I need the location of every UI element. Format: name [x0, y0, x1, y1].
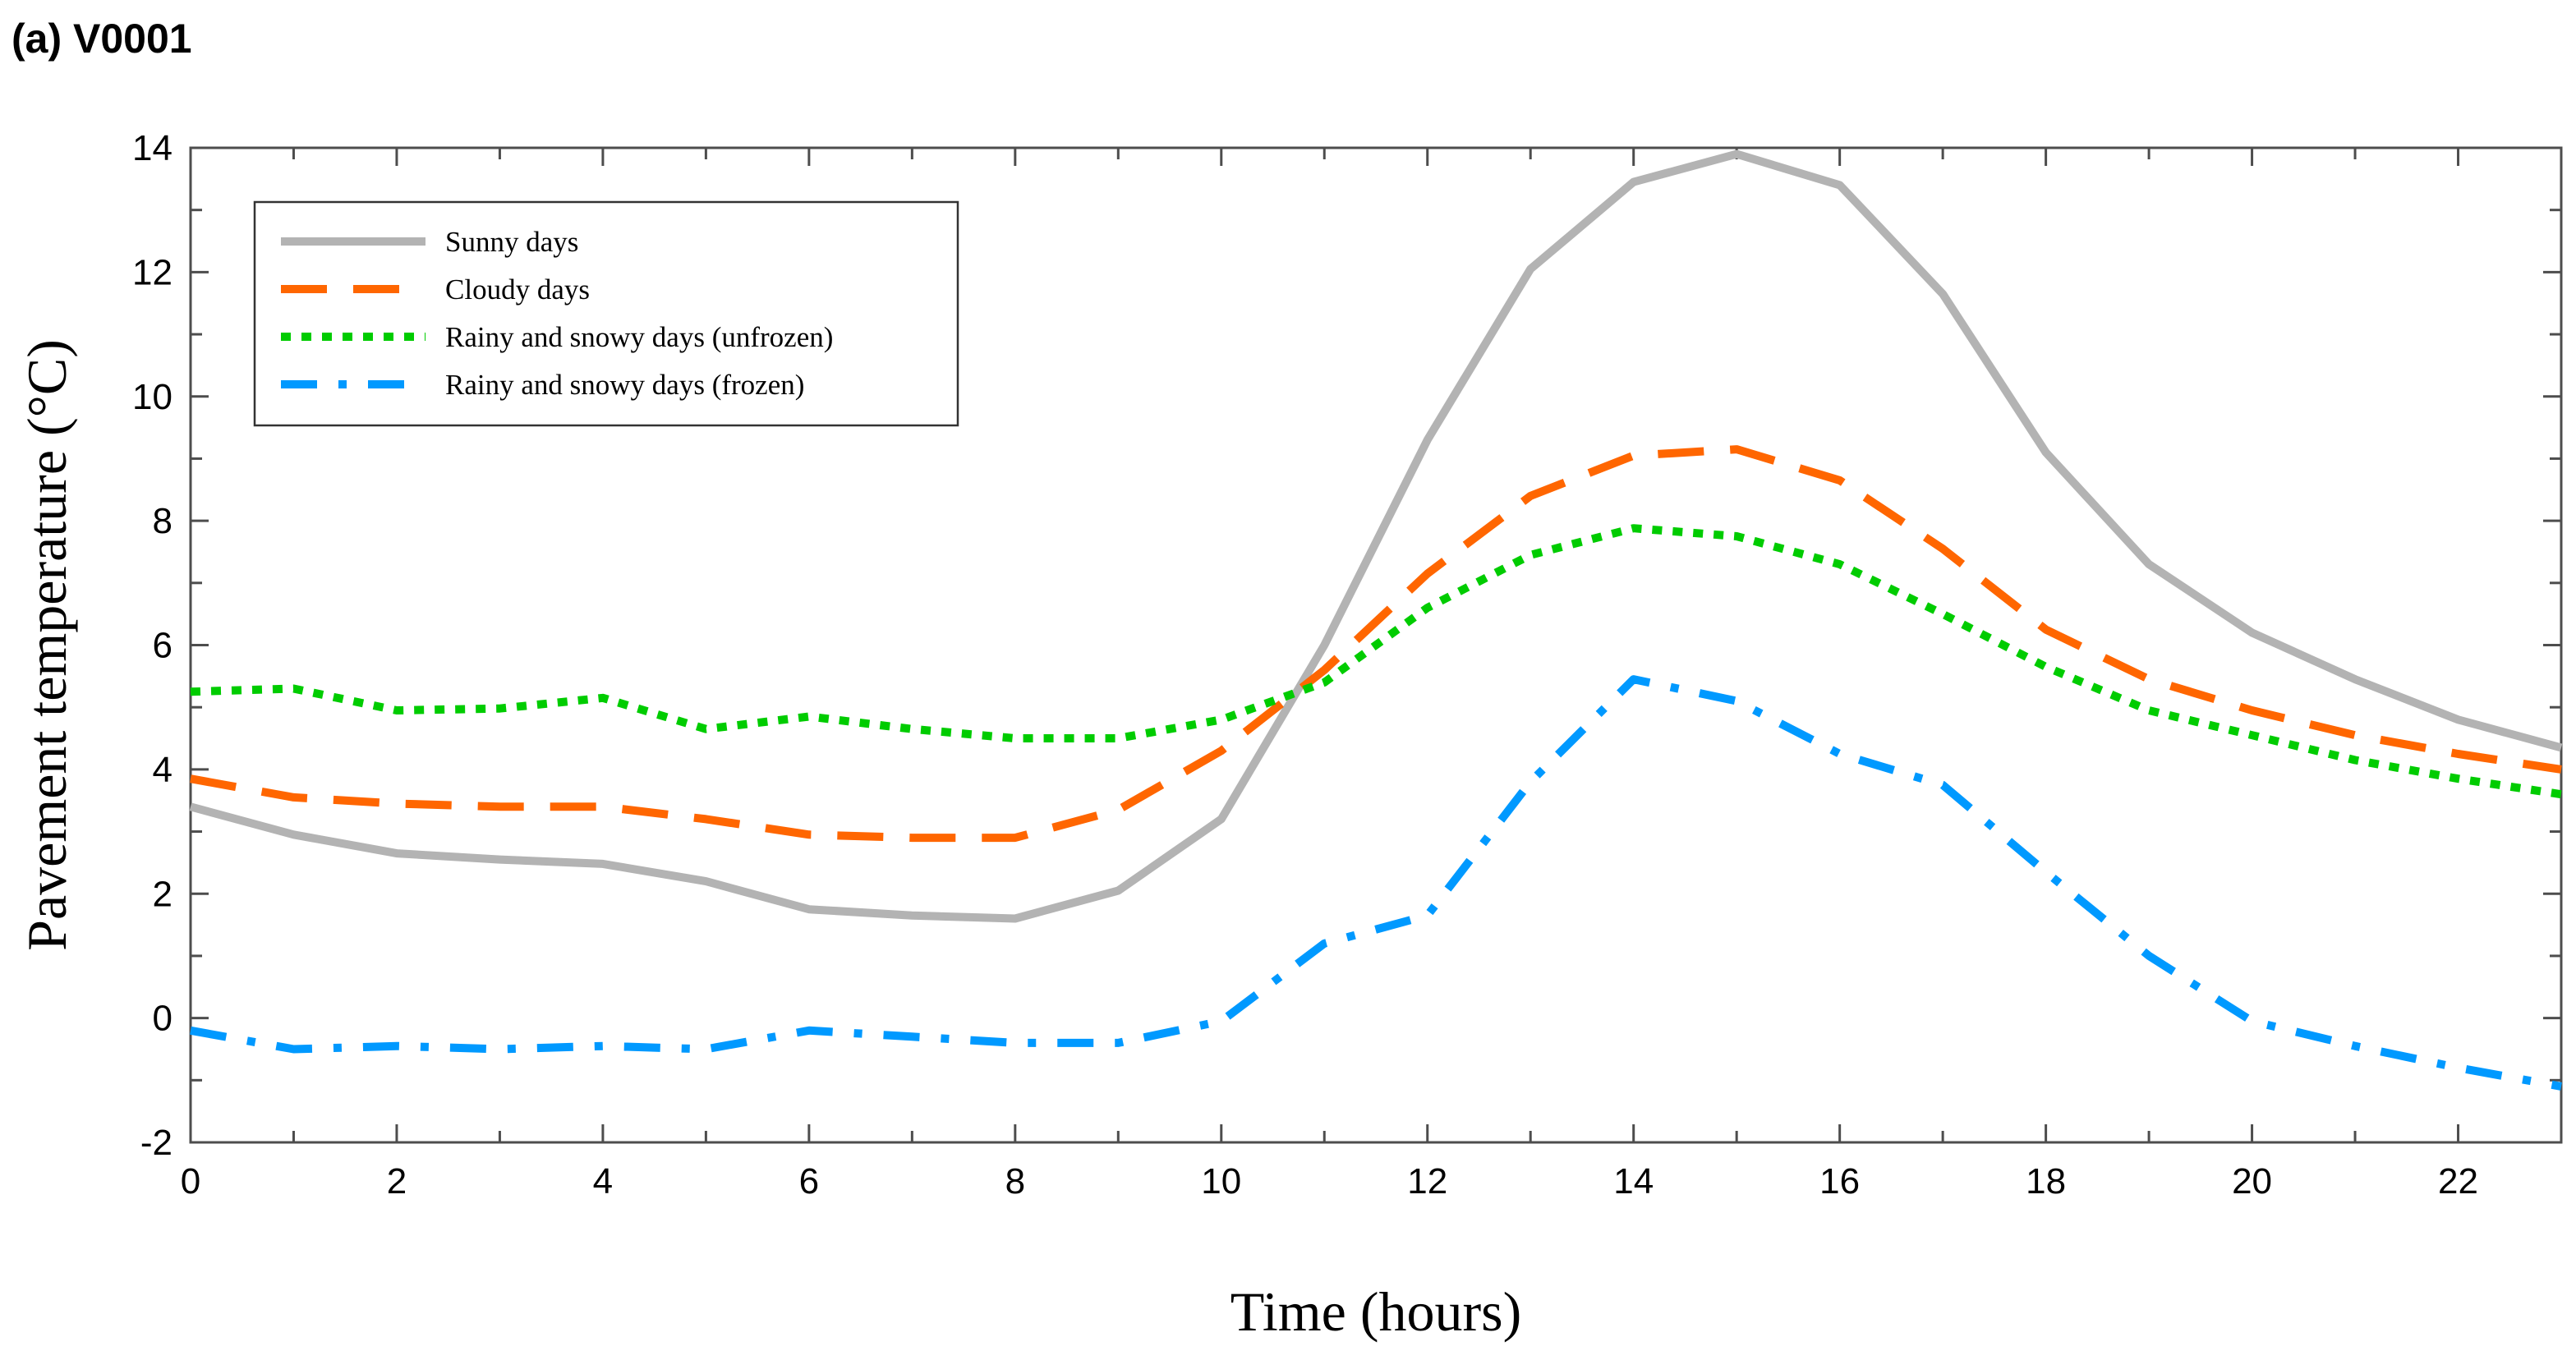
y-tick-label: 2	[153, 874, 172, 914]
legend-label-sunny-days: Sunny days	[445, 226, 578, 258]
x-tick-label: 0	[181, 1161, 200, 1201]
x-tick-label: 2	[387, 1161, 407, 1201]
y-axis-title: Pavement temperature (°C)	[16, 339, 78, 951]
x-tick-label: 8	[1005, 1161, 1025, 1201]
x-tick-label: 10	[1201, 1161, 1241, 1201]
y-tick-label: -2	[140, 1123, 172, 1163]
series-line-cloudy-days	[190, 445, 2562, 843]
x-tick-label: 14	[1613, 1161, 1654, 1201]
y-tick-label: 4	[153, 750, 172, 790]
x-tick-label: 18	[2026, 1161, 2066, 1201]
y-tick-label: 8	[153, 501, 172, 541]
x-tick-label: 4	[593, 1161, 613, 1201]
series-line-rainy-and-snowy-days-unfrozen	[190, 524, 2562, 799]
legend: Sunny days Cloudy days Rainy and snowy day…	[253, 200, 959, 427]
series-line-rainy-and-snowy-days-frozen	[190, 675, 2562, 1091]
y-tick-label: 10	[132, 377, 172, 417]
x-tick-label: 22	[2438, 1161, 2478, 1201]
y-tick-label: 6	[153, 626, 172, 666]
legend-label-cloudy-days: Cloudy days	[445, 273, 590, 306]
x-axis-title: Time (hours)	[1230, 1280, 1522, 1343]
panel-label: (a) V0001	[12, 16, 192, 62]
x-tick-label: 16	[1819, 1161, 1860, 1201]
x-tick-label: 12	[1407, 1161, 1447, 1201]
y-tick-label: 12	[132, 252, 172, 292]
x-tick-label: 6	[799, 1161, 819, 1201]
y-tick-label: 14	[132, 128, 172, 168]
legend-label-rainy-and-snowy-days-unfrozen: Rainy and snowy days (unfrozen)	[445, 321, 833, 353]
series-line-sunny-days	[189, 149, 2563, 923]
legend-label-rainy-and-snowy-days-frozen: Rainy and snowy days (frozen)	[445, 369, 804, 401]
y-tick-label: 0	[153, 999, 172, 1039]
x-tick-label: 20	[2232, 1161, 2272, 1201]
